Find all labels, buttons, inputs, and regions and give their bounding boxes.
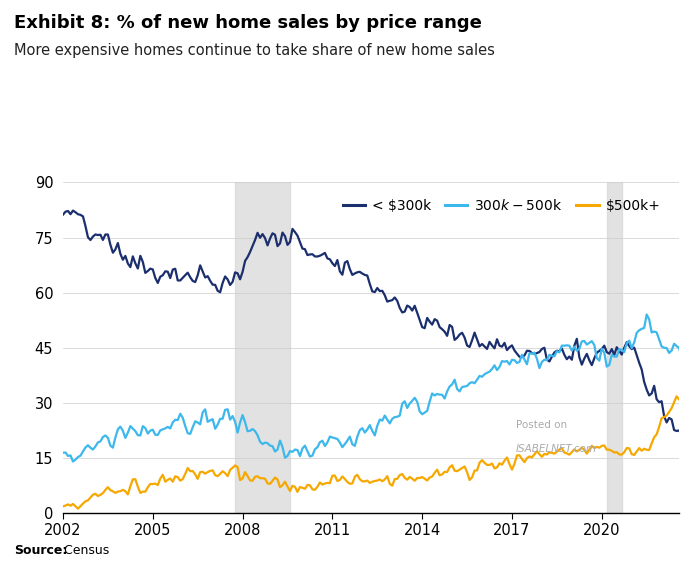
Bar bbox=[607, 182, 622, 513]
Text: Census: Census bbox=[60, 544, 108, 557]
Text: Posted on: Posted on bbox=[516, 421, 567, 430]
Bar bbox=[235, 182, 290, 513]
Text: Source:: Source: bbox=[14, 544, 67, 557]
Legend: < $300k, $300k - $500k, $500k+: < $300k, $300k - $500k, $500k+ bbox=[337, 193, 666, 219]
Text: ISABELNET.com: ISABELNET.com bbox=[516, 443, 597, 454]
Text: More expensive homes continue to take share of new home sales: More expensive homes continue to take sh… bbox=[14, 43, 495, 58]
Text: Exhibit 8: % of new home sales by price range: Exhibit 8: % of new home sales by price … bbox=[14, 14, 482, 32]
